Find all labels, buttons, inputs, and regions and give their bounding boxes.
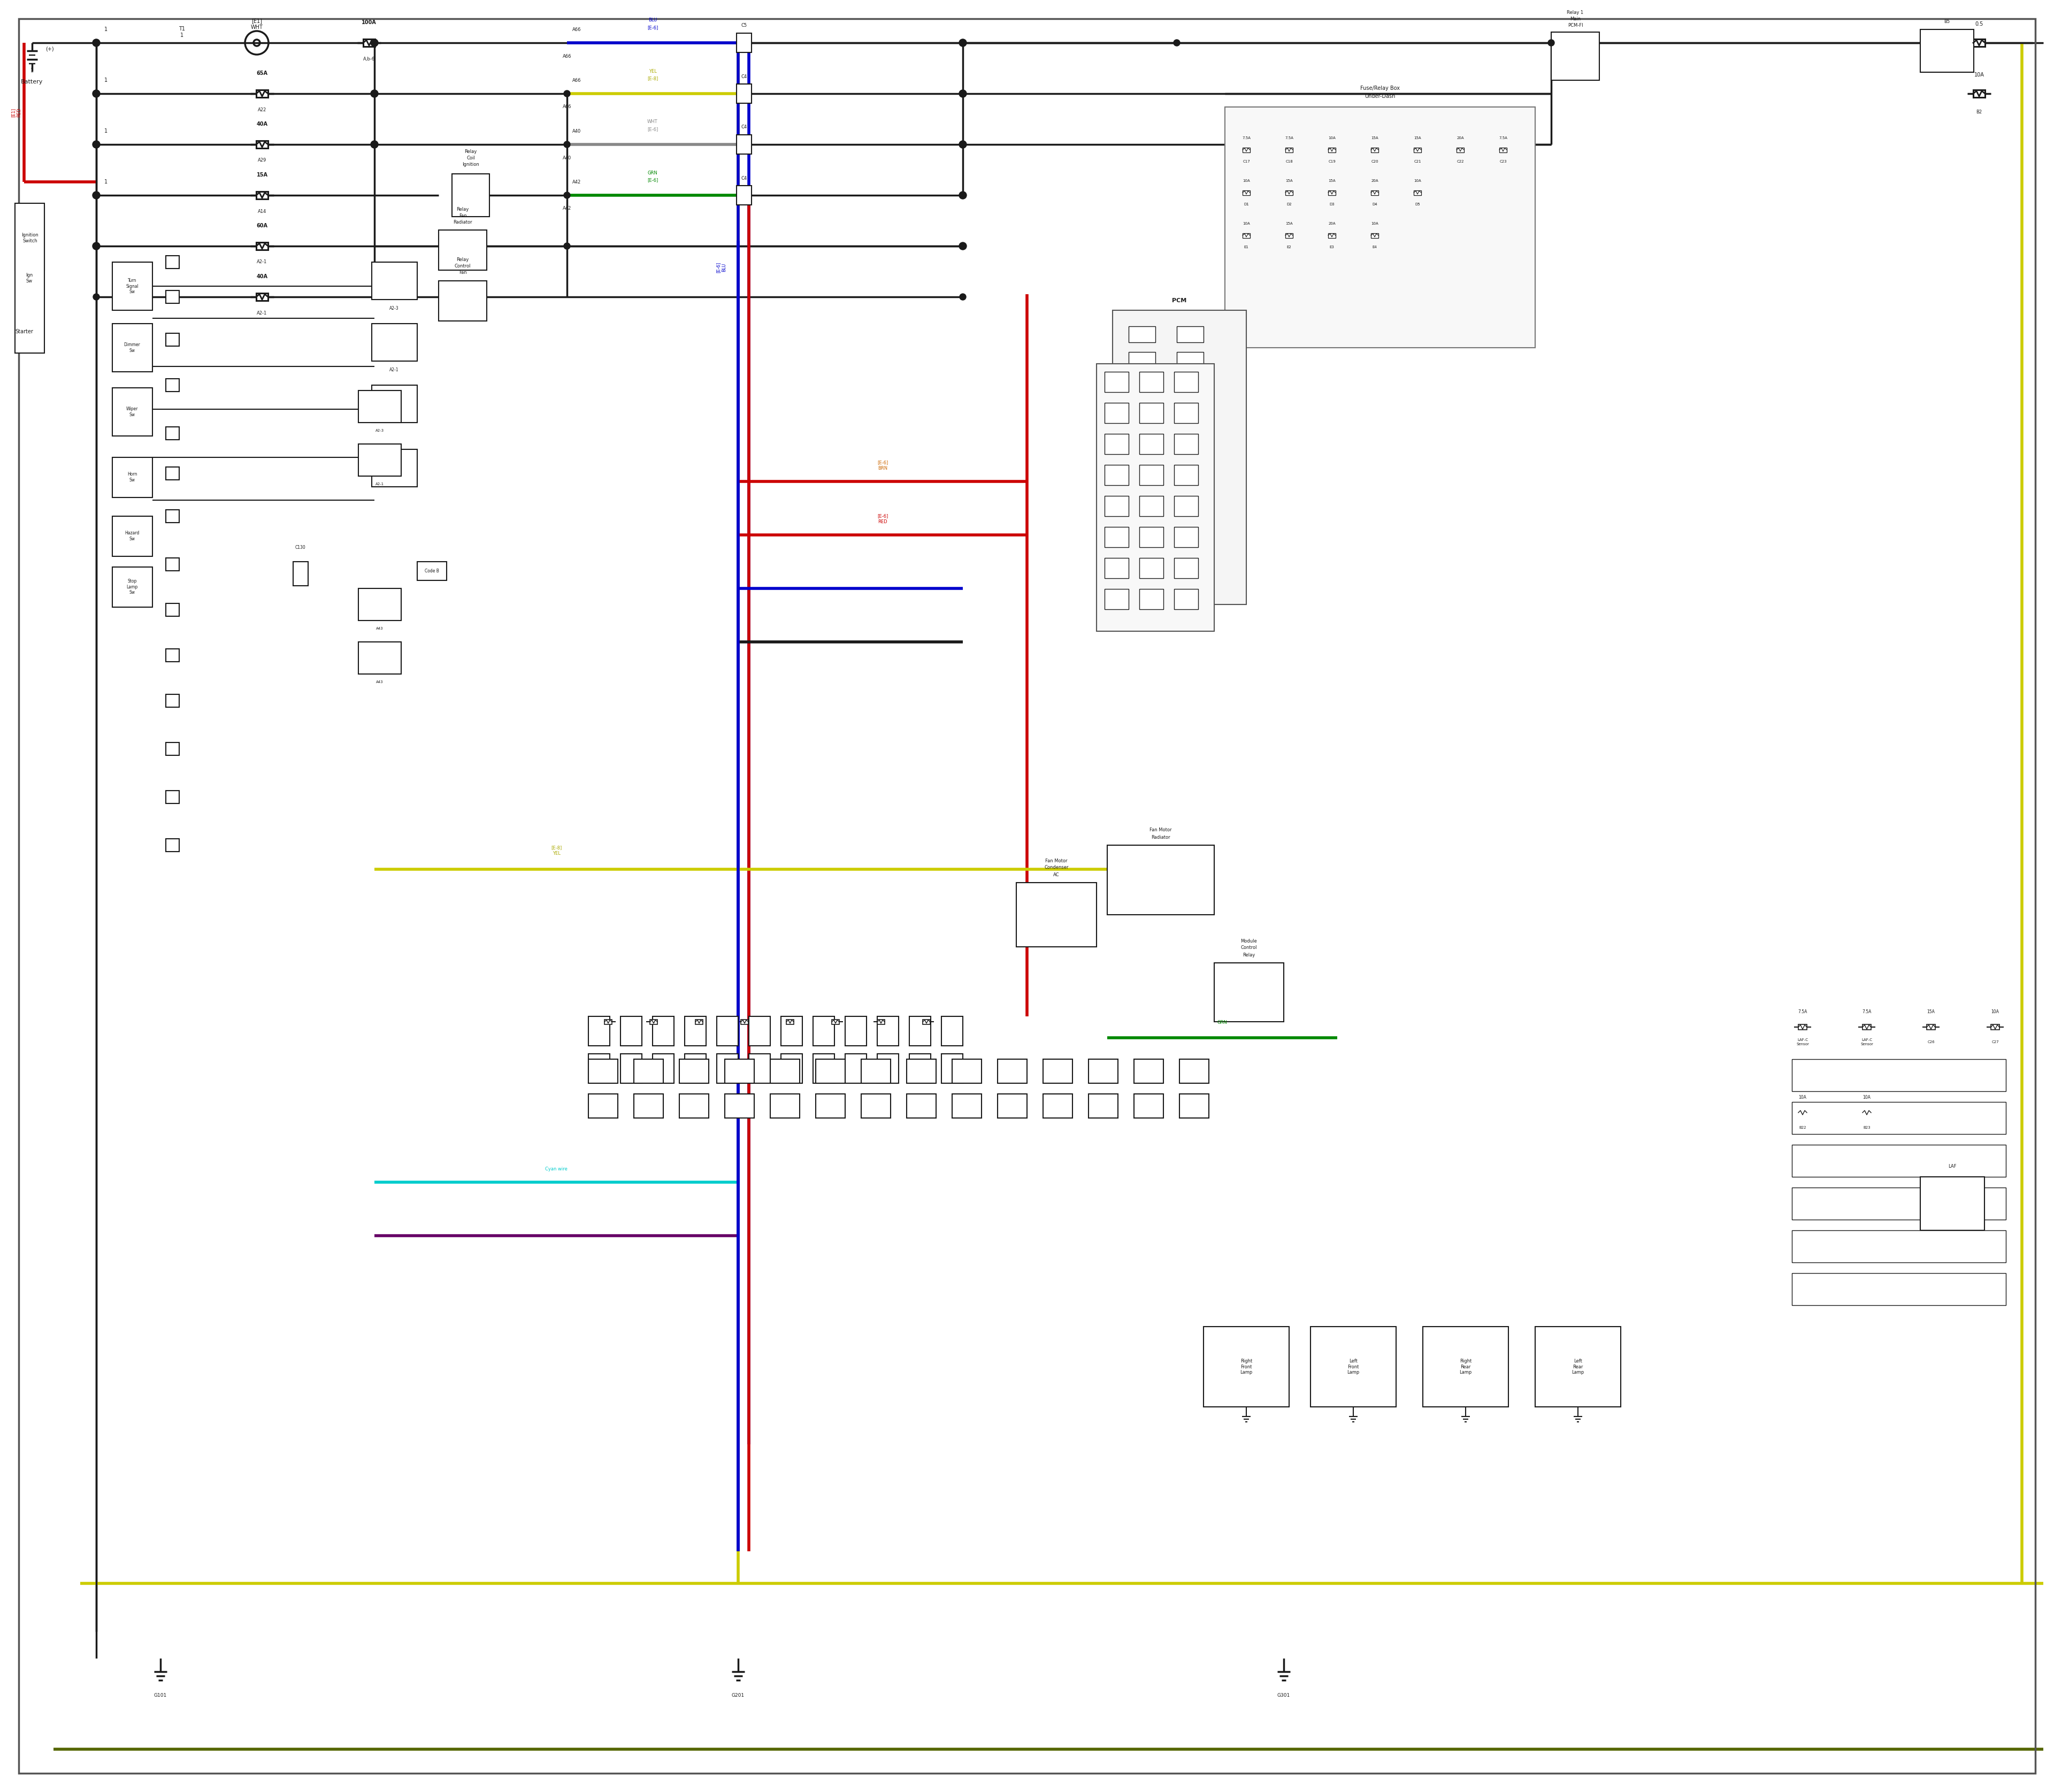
Bar — [372, 324, 417, 360]
Bar — [1105, 557, 1128, 579]
Bar — [440, 281, 487, 321]
Text: 15A: 15A — [257, 172, 267, 177]
Bar — [1105, 496, 1128, 516]
Text: 20A: 20A — [1329, 222, 1335, 226]
Bar — [1128, 351, 1154, 367]
Bar — [1134, 1059, 1163, 1082]
Bar — [1791, 1272, 2007, 1305]
Bar — [166, 333, 179, 346]
Bar — [684, 1016, 707, 1047]
Text: C4: C4 — [741, 176, 748, 181]
Text: B23: B23 — [1863, 1125, 1871, 1129]
Text: 15A: 15A — [1370, 136, 1378, 140]
Bar — [910, 1016, 930, 1047]
Bar — [604, 1020, 612, 1025]
Bar — [717, 1016, 737, 1047]
Bar — [294, 561, 308, 586]
Bar — [1175, 557, 1197, 579]
Text: Starter: Starter — [14, 330, 33, 335]
Text: 65A: 65A — [257, 70, 267, 75]
Circle shape — [92, 192, 101, 199]
Bar — [166, 649, 179, 661]
Circle shape — [1173, 39, 1179, 47]
Bar — [620, 1054, 641, 1082]
Bar — [1177, 532, 1204, 548]
Bar — [587, 1093, 618, 1118]
Bar — [1243, 190, 1251, 195]
Bar — [1177, 505, 1204, 521]
Text: Radiator: Radiator — [1150, 835, 1171, 840]
Text: 0.5: 0.5 — [1976, 22, 1984, 27]
Bar — [1089, 1093, 1117, 1118]
Bar — [813, 1054, 834, 1082]
Bar — [1920, 29, 1974, 72]
Text: Control: Control — [454, 263, 470, 269]
Bar — [998, 1059, 1027, 1082]
Bar — [257, 294, 267, 301]
Text: A42: A42 — [573, 179, 581, 185]
Bar — [680, 1093, 709, 1118]
Bar — [1179, 1093, 1210, 1118]
Text: A2-3: A2-3 — [376, 428, 384, 432]
Text: [E-6]
BRN: [E-6] BRN — [877, 461, 887, 471]
Text: A29: A29 — [257, 158, 267, 163]
Bar — [113, 324, 152, 371]
Bar — [1017, 883, 1097, 946]
Text: [E-6]: [E-6] — [647, 127, 657, 133]
Text: 10A: 10A — [1243, 179, 1251, 183]
Text: [E-6]
BLU: [E-6] BLU — [717, 262, 727, 272]
Text: 40A: 40A — [257, 274, 267, 280]
Bar — [1974, 90, 1984, 97]
Bar — [1177, 557, 1204, 573]
Bar — [1177, 326, 1204, 342]
Text: G301: G301 — [1278, 1693, 1290, 1697]
Circle shape — [959, 294, 965, 299]
Text: Fuse/Relay Box: Fuse/Relay Box — [1360, 86, 1401, 91]
Bar — [1551, 32, 1600, 81]
Text: 20A: 20A — [1370, 179, 1378, 183]
Bar — [113, 387, 152, 435]
Text: YEL: YEL — [649, 68, 657, 73]
Bar — [1370, 190, 1378, 195]
Text: 10A: 10A — [1243, 222, 1251, 226]
Bar — [922, 1020, 930, 1025]
Text: Wiper
Sw: Wiper Sw — [125, 407, 138, 418]
Bar — [166, 557, 179, 572]
Bar — [737, 84, 752, 104]
Text: C5: C5 — [741, 23, 748, 29]
Bar — [1791, 1231, 2007, 1262]
Circle shape — [92, 244, 99, 249]
Bar — [14, 206, 45, 271]
Bar — [877, 1020, 885, 1025]
Bar — [653, 1054, 674, 1082]
Text: Left
Front
Lamp: Left Front Lamp — [1347, 1358, 1360, 1374]
Bar — [1177, 378, 1204, 394]
Text: B2: B2 — [1976, 109, 1982, 115]
Text: Relay 1: Relay 1 — [1567, 11, 1584, 16]
Bar — [770, 1059, 799, 1082]
Bar — [815, 1093, 844, 1118]
Circle shape — [959, 192, 967, 199]
Bar — [440, 229, 487, 271]
Text: C26: C26 — [1927, 1041, 1935, 1043]
Bar — [1175, 371, 1197, 392]
Text: 15A: 15A — [1286, 179, 1292, 183]
Bar — [725, 1093, 754, 1118]
Text: 10A: 10A — [1370, 222, 1378, 226]
Text: C19: C19 — [1329, 159, 1335, 163]
Text: Left
Rear
Lamp: Left Rear Lamp — [1571, 1358, 1584, 1374]
Text: Right
Front
Lamp: Right Front Lamp — [1241, 1358, 1253, 1374]
Bar — [1105, 434, 1128, 453]
Bar — [1175, 496, 1197, 516]
Bar — [166, 694, 179, 708]
Text: Fan: Fan — [458, 213, 466, 219]
Text: Battery: Battery — [21, 79, 43, 84]
Bar — [1243, 233, 1251, 238]
Bar — [1140, 496, 1163, 516]
Bar — [257, 90, 267, 97]
Text: [E-6]: [E-6] — [647, 25, 657, 30]
Text: 40A: 40A — [257, 122, 267, 127]
Bar — [1140, 403, 1163, 423]
Circle shape — [959, 39, 967, 47]
Text: 15A: 15A — [1286, 222, 1292, 226]
